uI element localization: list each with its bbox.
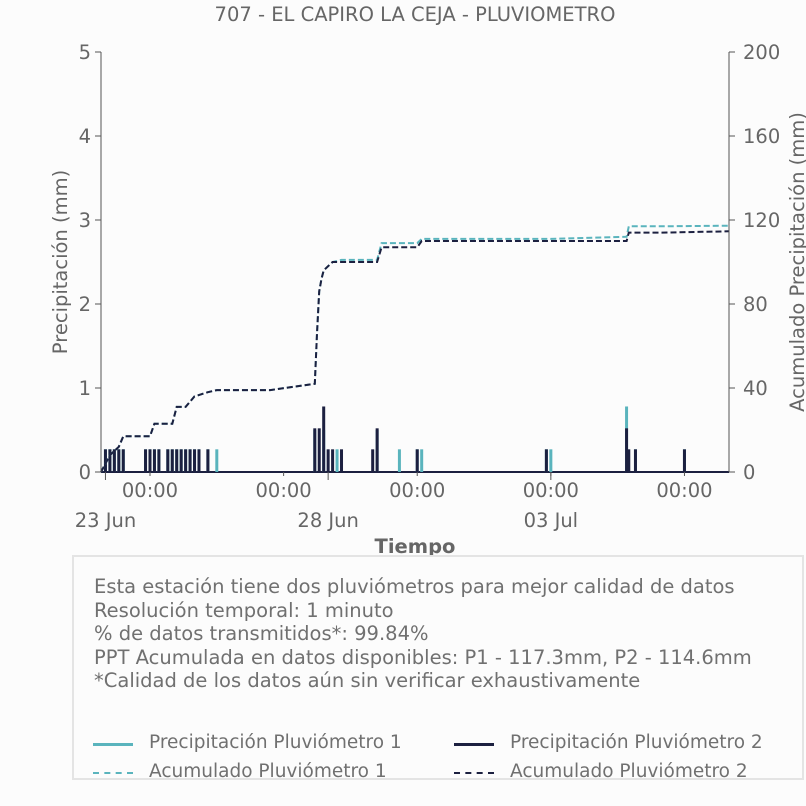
precip-bar-2	[184, 449, 188, 472]
legend-swatch-p1-dashed	[93, 772, 133, 774]
x-minor-tick-label: 00:00	[523, 479, 579, 502]
legend-swatch-p2-solid	[454, 743, 494, 746]
precip-bar-2	[415, 449, 419, 472]
cumulative-line-1	[100, 224, 730, 473]
y-tick-label: 0	[79, 461, 91, 484]
y2-axis-label: Acumulado Precipitación (mm)	[786, 112, 806, 412]
y2-tick-label: 40	[743, 377, 768, 400]
precip-bar-2	[544, 449, 548, 472]
info-line-quality: *Calidad de los datos aún sin verificar …	[94, 669, 641, 692]
info-line-stations: Esta estación tiene dos pluviómetros par…	[94, 575, 735, 598]
y-axis-label: Precipitación (mm)	[49, 170, 72, 354]
y2-tick-label: 200	[743, 41, 780, 64]
legend-swatch-p1-solid	[93, 743, 133, 746]
y2-tick-label: 120	[743, 209, 780, 232]
y-tick-label: 3	[79, 209, 91, 232]
y-tick-label: 2	[79, 293, 91, 316]
x-axis-label: Tiempo	[375, 535, 456, 558]
info-box: Esta estación tiene dos pluviómetros par…	[72, 555, 804, 782]
precip-bar-2	[193, 449, 197, 472]
x-minor-tick-label: 00:00	[256, 479, 312, 502]
info-text: Esta estación tiene dos pluviómetros par…	[94, 575, 752, 693]
legend-label: Acumulado Pluviómetro 2	[510, 761, 748, 782]
precip-bar-2	[166, 449, 170, 472]
precip-bar-2	[144, 449, 148, 472]
precip-bar-2	[627, 449, 631, 472]
precip-bar-2	[633, 449, 637, 472]
precip-bar-2	[371, 449, 375, 472]
x-major-tick-label: 28 Jun	[297, 509, 358, 532]
precip-bar-2	[108, 449, 112, 472]
legend-swatch-p2-dashed	[454, 772, 494, 774]
plot-area	[100, 224, 730, 473]
precip-bar-2	[170, 449, 174, 472]
legend-label: Acumulado Pluviómetro 1	[149, 761, 387, 782]
precip-bar-2	[179, 449, 183, 472]
y2-tick-label: 80	[743, 293, 768, 316]
cumulative-line-2	[100, 230, 730, 473]
axes: 0 1 2 3 4 5 0 40 80 120 160 200 00:00 00:00 00:00 00:00…	[75, 41, 781, 532]
info-line-resolution: Resolución temporal: 1 minuto	[94, 598, 394, 622]
x-minor-tick-label: 00:00	[656, 479, 712, 502]
info-line-accumulated: PPT Acumulada en datos disponibles: P1 -…	[94, 645, 752, 669]
precip-bar-1	[420, 449, 424, 472]
legend-label: Precipitación Pluviómetro 2	[510, 732, 763, 753]
precip-bar-2	[188, 449, 192, 472]
y-tick-label: 1	[79, 377, 91, 400]
legend-label: Precipitación Pluviómetro 1	[149, 732, 402, 753]
precip-bar-2	[625, 428, 629, 472]
x-major-tick-label: 23 Jun	[75, 509, 136, 532]
precip-bar-2	[152, 449, 156, 472]
precip-bar-2	[326, 449, 330, 472]
x-major-tick-label: 03 Jul	[524, 509, 579, 532]
precip-bar-2	[197, 449, 201, 472]
precip-bar-1	[335, 449, 339, 472]
rainfall-chart: 707 - EL CAPIRO LA CEJA - PLUVIOMETRO 0 1…	[49, 3, 806, 558]
precip-bar-2	[682, 449, 686, 472]
precip-bar-2	[375, 428, 379, 472]
precip-bar-1	[397, 449, 401, 472]
precip-bar-2	[112, 449, 116, 472]
precip-bar-2	[317, 428, 321, 472]
info-line-transmitted: % de datos transmitidos*: 99.84%	[94, 622, 429, 645]
chart-title: 707 - EL CAPIRO LA CEJA - PLUVIOMETRO	[215, 3, 616, 26]
precip-bar-1	[215, 449, 219, 472]
y2-tick-label: 160	[743, 125, 780, 148]
precip-bar-2	[103, 449, 107, 472]
precip-bar-2	[175, 449, 179, 472]
y2-tick-label: 0	[743, 461, 755, 484]
precip-bar-2	[157, 449, 161, 472]
y-tick-label: 5	[79, 41, 91, 64]
precip-bar-2	[313, 428, 317, 472]
precip-bar-2	[121, 449, 125, 472]
y-tick-label: 4	[79, 125, 91, 148]
precip-bar-1	[549, 449, 553, 472]
precip-bar-2	[340, 449, 344, 472]
x-minor-tick-label: 00:00	[389, 479, 445, 502]
precip-bar-2	[322, 406, 326, 472]
precip-bar-2	[148, 449, 152, 472]
x-minor-tick-label: 00:00	[122, 479, 178, 502]
precip-bar-2	[331, 449, 335, 472]
precip-bar-2	[117, 449, 121, 472]
precip-bar-2	[206, 449, 210, 472]
